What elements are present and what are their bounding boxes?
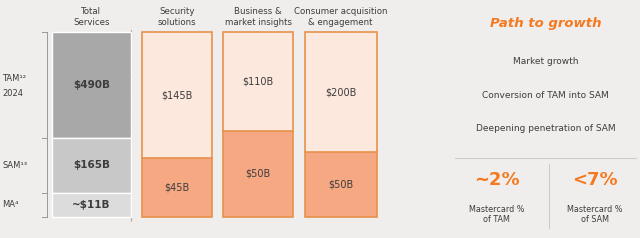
Bar [223, 131, 293, 217]
Text: Market growth: Market growth [513, 57, 579, 66]
Bar [305, 32, 377, 152]
Bar [52, 193, 131, 217]
Bar [52, 32, 131, 138]
Text: $50B: $50B [246, 169, 271, 179]
Text: $490B: $490B [73, 80, 110, 90]
Text: $45B: $45B [164, 183, 189, 193]
Bar [305, 152, 377, 217]
Text: Consumer acquisition
& engagement: Consumer acquisition & engagement [294, 7, 387, 27]
Text: Security
solutions: Security solutions [158, 7, 196, 27]
Text: SAM¹³: SAM¹³ [3, 161, 28, 170]
Text: MA⁴: MA⁴ [3, 200, 19, 209]
Text: Deepening penetration of SAM: Deepening penetration of SAM [476, 124, 616, 133]
Text: $200B: $200B [325, 87, 356, 97]
Text: <7%: <7% [572, 171, 618, 189]
Text: Conversion of TAM into SAM: Conversion of TAM into SAM [482, 91, 609, 100]
Text: Mastercard %
of TAM: Mastercard % of TAM [468, 204, 524, 224]
Text: ~2%: ~2% [474, 171, 519, 189]
Bar [223, 32, 293, 131]
Text: TAM¹²: TAM¹² [3, 74, 26, 83]
Text: $165B: $165B [73, 160, 110, 170]
Text: $50B: $50B [328, 179, 353, 189]
Text: Mastercard %
of SAM: Mastercard % of SAM [567, 204, 623, 224]
Bar [142, 159, 212, 217]
Text: Business &
market insights: Business & market insights [225, 7, 292, 27]
Text: Total
Services: Total Services [73, 7, 109, 27]
Bar [142, 32, 212, 159]
Text: Path to growth: Path to growth [490, 17, 602, 30]
Text: ~$11B: ~$11B [72, 200, 111, 210]
Bar [142, 32, 212, 217]
Bar [305, 32, 377, 217]
Bar [223, 32, 293, 217]
Text: $145B: $145B [161, 90, 193, 100]
Bar [52, 138, 131, 193]
Text: $110B: $110B [243, 76, 274, 86]
Text: 2024: 2024 [3, 89, 23, 98]
